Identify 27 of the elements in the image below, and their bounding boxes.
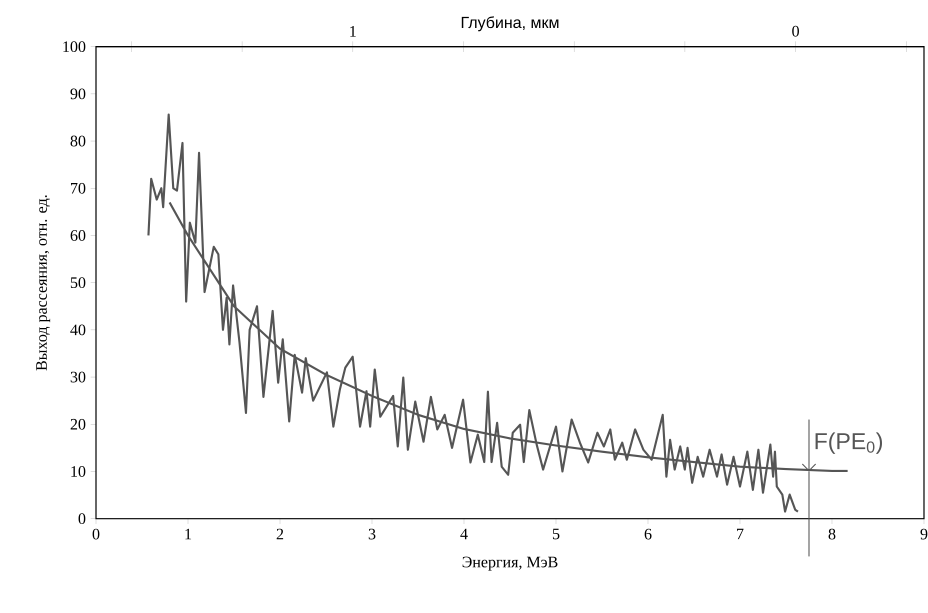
x-tick-label: 3: [368, 528, 376, 540]
y-tick-label: 50: [70, 277, 86, 288]
y-tick-label: 100: [63, 41, 86, 52]
x-tick-label: 6: [644, 528, 652, 540]
y-tick-label: 10: [71, 466, 86, 477]
x2-axis-title: Глубина, мкм: [462, 16, 558, 32]
x-tick-label: 2: [276, 528, 284, 540]
x-tick-label: 4: [460, 528, 468, 540]
ref-line-label: F(PE$_{0}$): [816, 432, 882, 454]
x2-tick-label: 1: [350, 26, 356, 36]
y-tick-label: 90: [70, 88, 86, 100]
x-tick-label: 8: [828, 528, 836, 540]
x-tick-label: 7: [737, 528, 744, 540]
x2-tick-label: 0: [792, 26, 799, 36]
x-tick-label: 0: [92, 528, 100, 540]
y-tick-label: 40: [70, 324, 86, 336]
x-axis-title: Энергия, МэВ: [462, 556, 558, 571]
y-tick-label: 70: [71, 182, 86, 194]
y-tick-label: 80: [70, 136, 86, 146]
x-tick-label: 5: [552, 528, 560, 540]
x-tick-label: 9: [920, 528, 928, 540]
y-tick-label: 0: [78, 513, 86, 524]
y-tick-label: 30: [70, 372, 86, 382]
y-tick-label: 20: [70, 418, 86, 430]
y-tick-label: 60: [70, 230, 86, 241]
y-axis-title: Выход рассеяния, отн. ед.: [36, 195, 50, 370]
x-tick-label: 1: [185, 528, 192, 540]
